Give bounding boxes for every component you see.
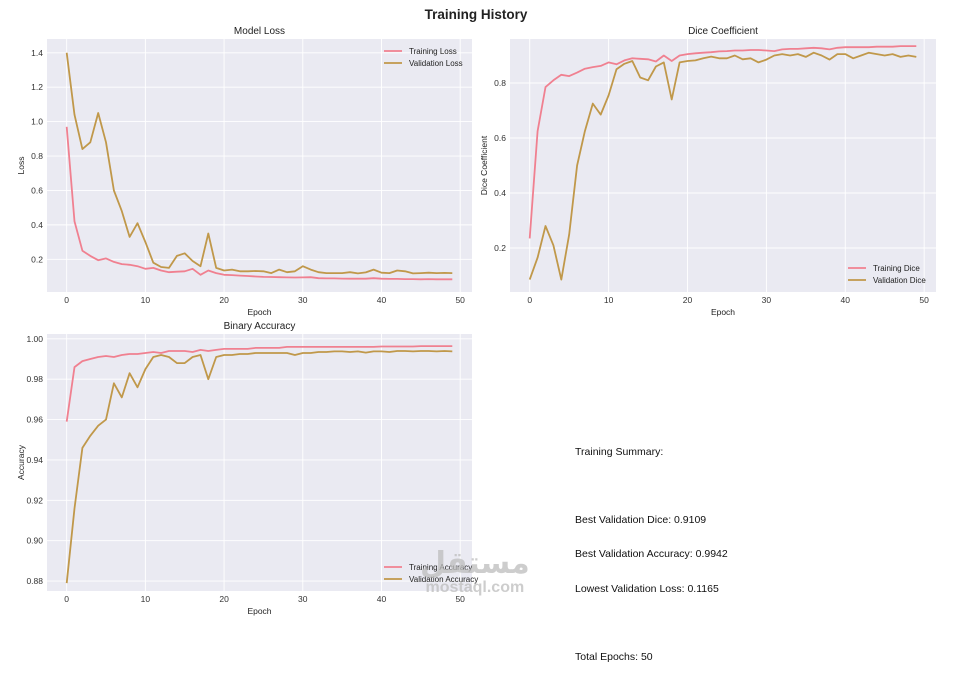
summary-heading: Training Summary: [575, 445, 664, 458]
y-tick-label: 0.4 [494, 188, 506, 198]
model-loss-chart: 0 10 20 30 40 50 0.2 0.4 0.6 0.8 1.0 1.2 1.4 Model Lo… [16, 26, 472, 317]
chart-title: Dice Coefficient [688, 26, 758, 37]
x-tick-label: 20 [219, 295, 229, 305]
legend-label: Validation Dice [873, 276, 926, 285]
y-tick-label: 1.4 [31, 48, 43, 58]
x-tick-label: 30 [298, 295, 308, 305]
x-tick-label: 0 [64, 594, 69, 604]
x-tick-label: 40 [841, 295, 851, 305]
plot-area [510, 39, 936, 292]
y-tick-label: 0.96 [26, 415, 43, 425]
watermark-arabic: مستقل [420, 546, 530, 581]
x-tick-label: 50 [919, 295, 929, 305]
x-tick-label: 40 [377, 295, 387, 305]
summary-lowest-loss: Lowest Validation Loss: 0.1165 [575, 582, 719, 595]
y-tick-label: 0.98 [26, 374, 43, 384]
y-tick-label: 0.6 [494, 133, 506, 143]
plot-area [47, 334, 472, 591]
x-tick-label: 50 [455, 295, 465, 305]
x-tick-label: 10 [141, 594, 151, 604]
x-axis-label: Epoch [247, 606, 271, 616]
x-tick-label: 20 [683, 295, 693, 305]
y-tick-label: 1.0 [31, 117, 43, 127]
dice-coefficient-chart: 0 10 20 30 40 50 0.2 0.4 0.6 0.8 Dice Coefficient E… [479, 26, 936, 317]
y-tick-label: 0.94 [26, 455, 43, 465]
series-line-validation-loss [65, 52, 453, 275]
legend-label: Training Accuracy [409, 563, 472, 572]
series-line-validation-dice [528, 51, 917, 281]
figure-canvas: Training History 0 10 20 30 40 50 0.2 0.4 0.6 0.8… [16, 7, 936, 616]
x-axis-label: Epoch [711, 307, 735, 317]
summary-best-dice: Best Validation Dice: 0.9109 [575, 514, 707, 527]
x-tick-label: 0 [64, 295, 69, 305]
summary-best-accuracy: Best Validation Accuracy: 0.9942 [575, 548, 728, 561]
series-line-training-accuracy [65, 345, 453, 422]
x-axis-label: Epoch [247, 307, 271, 317]
x-tick-label: 10 [604, 295, 614, 305]
figure-title: Training History [425, 7, 528, 22]
legend-label: Validation Loss [409, 59, 463, 68]
y-tick-label: 0.88 [26, 576, 43, 586]
y-tick-label: 0.2 [494, 243, 506, 253]
watermark-latin: mostaql.com [425, 579, 525, 596]
y-tick-label: 0.8 [494, 78, 506, 88]
y-tick-label: 1.2 [31, 82, 43, 92]
y-tick-label: 1.00 [26, 334, 43, 344]
y-tick-label: 0.92 [26, 495, 43, 505]
x-tick-label: 40 [377, 594, 387, 604]
y-tick-label: 0.8 [31, 151, 43, 161]
y-tick-label: 0.90 [26, 536, 43, 546]
chart-title: Binary Accuracy [224, 321, 296, 332]
plot-area [47, 39, 472, 292]
y-axis-label: Dice Coefficient [479, 135, 489, 195]
series-line-validation-accuracy [65, 350, 453, 584]
x-tick-label: 0 [527, 295, 532, 305]
summary-total-epochs: Total Epochs: 50 [575, 651, 653, 664]
y-axis-label: Loss [16, 157, 26, 175]
chart-title: Model Loss [234, 26, 285, 37]
training-summary: Training Summary: Best Validation Dice: … [575, 424, 728, 675]
binary-accuracy-chart: 0 10 20 30 40 50 0.88 0.90 0.92 0.94 0.96 0.98 1.00 B… [16, 321, 478, 616]
series-line-training-dice [528, 45, 917, 239]
y-tick-label: 0.6 [31, 185, 43, 195]
x-tick-label: 20 [219, 594, 229, 604]
x-tick-label: 30 [298, 594, 308, 604]
legend-label: Training Loss [409, 47, 457, 56]
x-tick-label: 50 [455, 594, 465, 604]
legend-label: Training Dice [873, 264, 920, 273]
series-line-training-loss [65, 126, 453, 281]
watermark: مستقل mostaql.com [420, 548, 530, 596]
y-axis-label: Accuracy [16, 444, 26, 480]
x-tick-label: 30 [762, 295, 772, 305]
y-tick-label: 0.4 [31, 220, 43, 230]
y-tick-label: 0.2 [31, 254, 43, 264]
legend-label: Validation Accuracy [409, 575, 478, 584]
x-tick-label: 10 [141, 295, 151, 305]
